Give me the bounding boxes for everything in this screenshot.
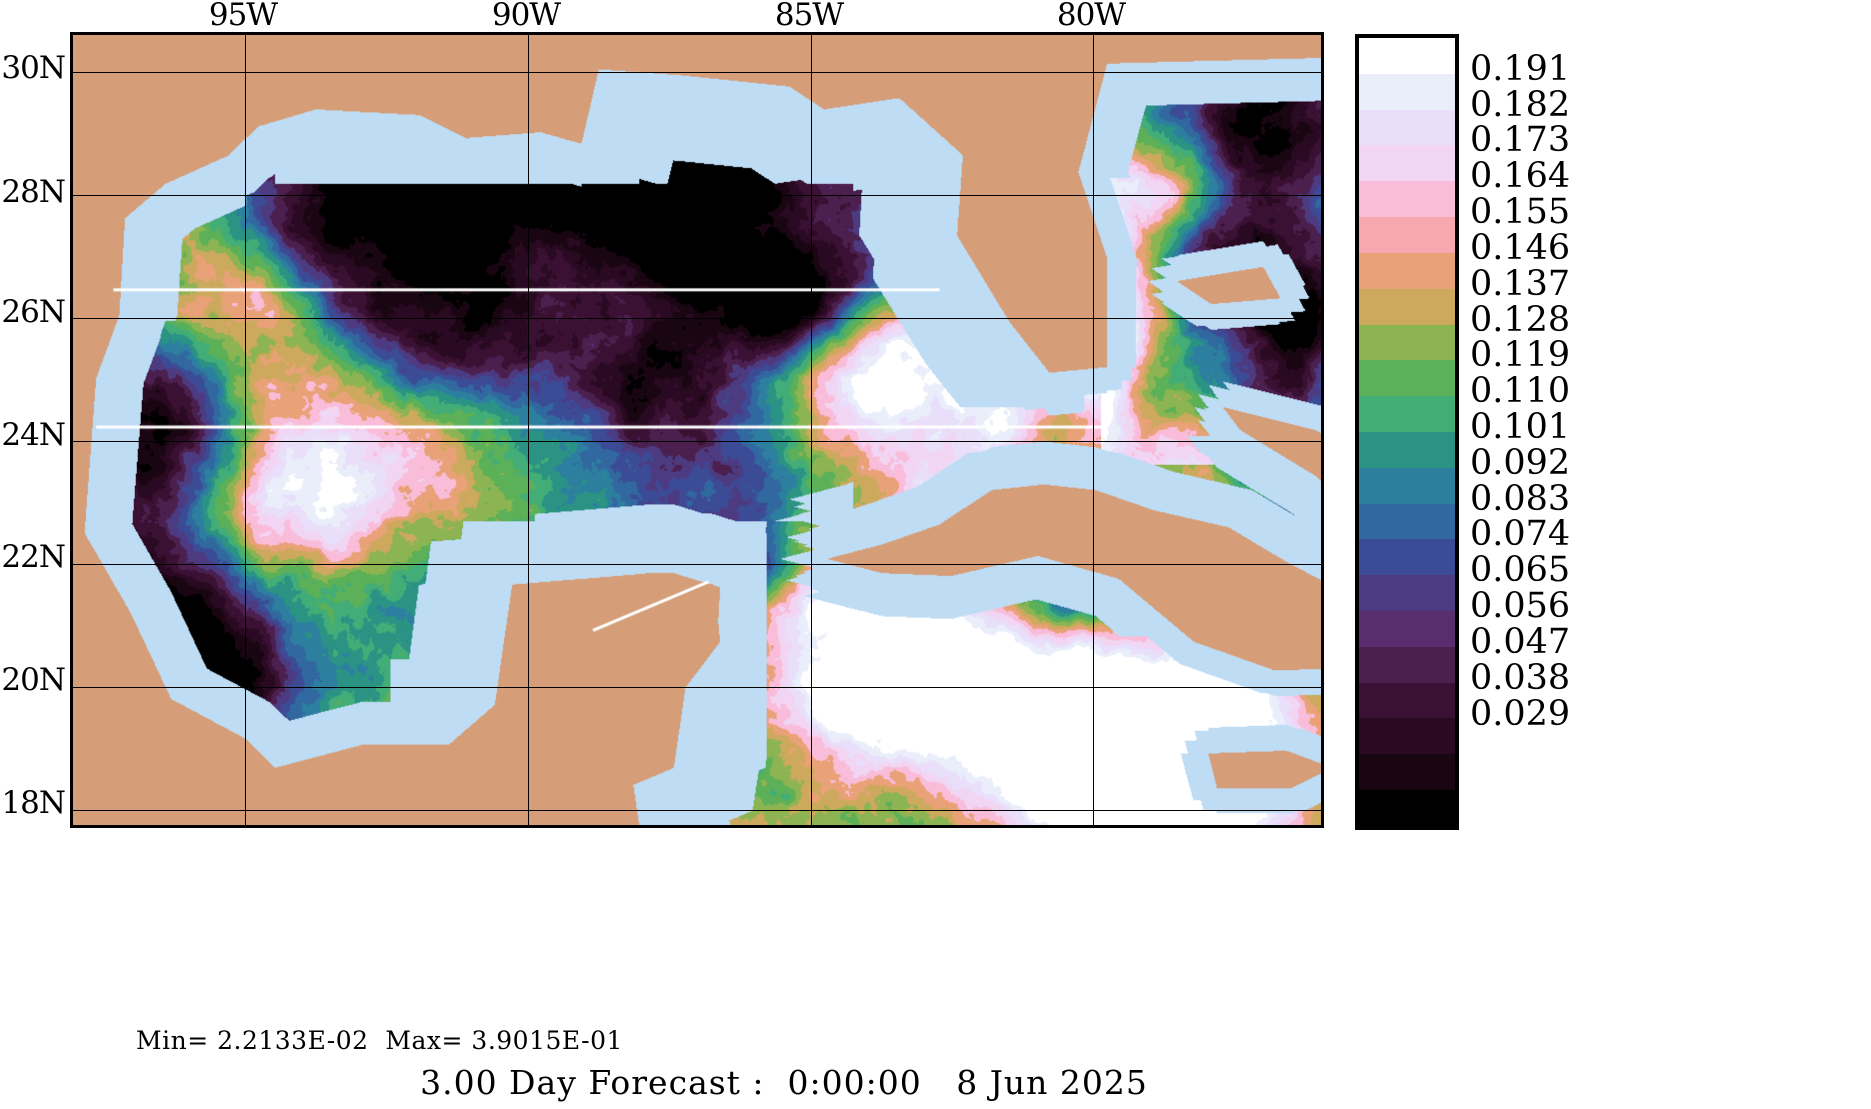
colorbar-swatch (1359, 432, 1455, 468)
colorbar-tick-label: 0.056 (1470, 589, 1670, 624)
map-plot-area[interactable] (70, 32, 1324, 828)
colorbar-swatch (1359, 181, 1455, 217)
lat-tick-22n: 22N (0, 542, 65, 573)
colorbar-swatch (1359, 611, 1455, 647)
colorbar-tick-label: 0.191 (1470, 52, 1670, 87)
colorbar-tick-label: 0.182 (1470, 88, 1670, 123)
gridline-lon-85w (811, 35, 812, 825)
colorbar-tick-label: 0.164 (1470, 159, 1670, 194)
ocean-field-heatmap (73, 35, 1321, 825)
lat-tick-30n: 30N (0, 53, 65, 84)
colorbar-tick-label: 0.128 (1470, 303, 1670, 338)
colorbar-swatch (1359, 790, 1455, 826)
colorbar-tick-label: 0.029 (1470, 697, 1670, 732)
lon-tick-95w: 95W (183, 0, 303, 31)
colorbar-tick-label: 0.119 (1470, 338, 1670, 373)
colorbar-swatch (1359, 575, 1455, 611)
lat-tick-28n: 28N (0, 177, 65, 208)
gridline-lat-20n (73, 687, 1321, 688)
lat-tick-26n: 26N (0, 297, 65, 328)
gridline-lat-26n (73, 318, 1321, 319)
colorbar-tick-label: 0.110 (1470, 374, 1670, 409)
colorbar-tick-label: 0.173 (1470, 123, 1670, 158)
colorbar-swatch (1359, 504, 1455, 540)
gridline-lat-22n (73, 564, 1321, 565)
lon-tick-85w: 85W (749, 0, 869, 31)
colorbar-swatch (1359, 289, 1455, 325)
colorbar-swatch (1359, 718, 1455, 754)
gridline-lat-30n (73, 72, 1321, 73)
gridline-lon-95w (245, 35, 246, 825)
colorbar-swatch (1359, 396, 1455, 432)
colorbar-tick-label: 0.155 (1470, 195, 1670, 230)
colorbar-tick-labels: 0.1910.1820.1730.1640.1550.1460.1370.128… (1470, 34, 1670, 830)
lat-tick-18n: 18N (0, 788, 65, 819)
colorbar-tick-label: 0.146 (1470, 231, 1670, 266)
colorbar-swatch (1359, 38, 1455, 74)
lat-tick-24n: 24N (0, 420, 65, 451)
colorbar-tick-label: 0.065 (1470, 553, 1670, 588)
colorbar-swatch (1359, 74, 1455, 110)
colorbar-tick-label: 0.137 (1470, 267, 1670, 302)
colorbar-swatch (1359, 217, 1455, 253)
colorbar-swatch (1359, 110, 1455, 146)
gridline-lon-90w (528, 35, 529, 825)
colorbar-tick-label: 0.083 (1470, 482, 1670, 517)
colorbar-swatch (1359, 325, 1455, 361)
colorbar-swatch (1359, 539, 1455, 575)
colorbar-swatch (1359, 253, 1455, 289)
forecast-caption: 3.00 Day Forecast : 0:00:00 8 Jun 2025 (0, 1063, 1568, 1102)
colorbar-tick-label: 0.101 (1470, 410, 1670, 445)
gridline-lat-28n (73, 195, 1321, 196)
colorbar-tick-label: 0.092 (1470, 446, 1670, 481)
lon-tick-80w: 80W (1031, 0, 1151, 31)
colorbar-swatch (1359, 145, 1455, 181)
colorbar (1355, 34, 1459, 830)
colorbar-swatch (1359, 360, 1455, 396)
gridline-lat-18n (73, 810, 1321, 811)
colorbar-swatch (1359, 647, 1455, 683)
colorbar-swatch (1359, 754, 1455, 790)
colorbar-swatch (1359, 683, 1455, 719)
colorbar-tick-label: 0.074 (1470, 517, 1670, 552)
gridline-lon-80w (1093, 35, 1094, 825)
colorbar-swatch (1359, 468, 1455, 504)
min-max-readout: Min= 2.2133E-02 Max= 3.9015E-01 (136, 1026, 623, 1055)
colorbar-tick-label: 0.038 (1470, 661, 1670, 696)
gridline-lat-24n (73, 441, 1321, 442)
lat-tick-20n: 20N (0, 665, 65, 696)
colorbar-tick-label: 0.047 (1470, 625, 1670, 660)
lon-tick-90w: 90W (466, 0, 586, 31)
